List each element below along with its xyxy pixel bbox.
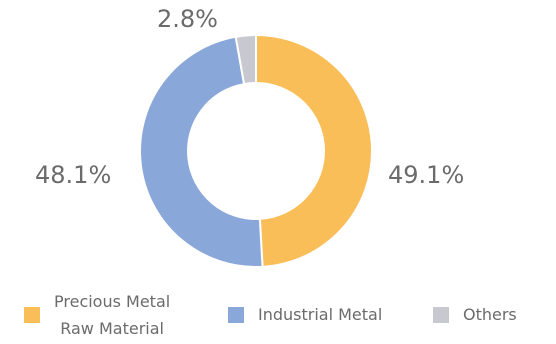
slice-industrial-metal[interactable]: [139, 35, 264, 268]
chart-legend: Precious Metal Raw Material Industrial M…: [0, 288, 556, 344]
slice-others[interactable]: [234, 33, 257, 86]
legend-item-industrial-metal[interactable]: Industrial Metal: [228, 301, 382, 328]
slice-label-others: 2.8%: [157, 5, 218, 33]
legend-swatch-industrial-metal: [228, 306, 244, 323]
legend-label-precious-metal: Precious Metal Raw Material: [54, 292, 171, 338]
legend-label-industrial-metal: Industrial Metal: [258, 305, 383, 324]
donut-slices: [139, 33, 373, 268]
legend-item-precious-metal[interactable]: Precious Metal Raw Material: [24, 288, 170, 342]
slice-precious-metal[interactable]: [255, 33, 373, 268]
legend-item-others[interactable]: Others: [433, 301, 517, 328]
slice-label-industrial-metal: 48.1%: [35, 161, 111, 189]
slice-label-precious-metal: 49.1%: [388, 161, 464, 189]
legend-label-others: Others: [463, 305, 517, 324]
legend-swatch-others: [433, 306, 449, 323]
legend-swatch-precious-metal: [24, 307, 40, 323]
